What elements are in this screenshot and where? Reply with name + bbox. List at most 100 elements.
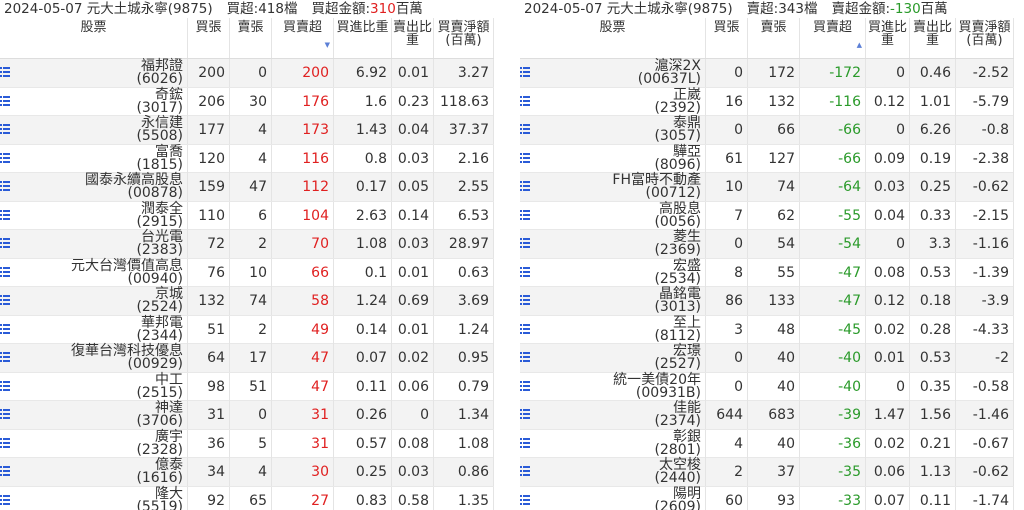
list-icon[interactable] xyxy=(520,380,530,391)
column-title[interactable]: 賣張 xyxy=(230,18,272,58)
list-icon[interactable] xyxy=(520,95,530,106)
stock-name[interactable]: 至上 xyxy=(673,314,701,331)
stock-cell: 滬深2X (00637L) xyxy=(520,59,706,87)
list-icon[interactable] xyxy=(520,67,530,77)
list-icon[interactable] xyxy=(520,238,530,248)
stock-name[interactable]: 驊亞 xyxy=(673,143,701,160)
buy-panel: 2024-05-07 元大土城永寧(9875) 買超:418檔 買超金額:310百萬… xyxy=(0,0,494,510)
stock-name[interactable]: 福邦證 xyxy=(141,58,183,74)
buy-ratio: 0.26 xyxy=(334,401,392,429)
stock-cell: 台光電 (2383) xyxy=(0,230,188,258)
list-icon[interactable] xyxy=(0,67,10,77)
stock-name[interactable]: 奇鋐 xyxy=(155,86,183,103)
sell-lots: 10 xyxy=(230,258,272,287)
sell-ratio: 0.25 xyxy=(910,173,956,201)
stock-name[interactable]: 神達 xyxy=(155,400,183,416)
stock-name[interactable]: 潤泰全 xyxy=(141,200,183,217)
column-title[interactable]: 買張 xyxy=(188,18,230,58)
list-icon[interactable] xyxy=(0,124,10,134)
list-icon[interactable] xyxy=(0,152,10,163)
stock-name[interactable]: 菱生 xyxy=(673,229,701,245)
column-title[interactable]: 買賣淨額(百萬) xyxy=(434,18,494,58)
column-title[interactable]: 股票 xyxy=(520,18,706,58)
net-lots: -47 xyxy=(800,287,866,315)
table-row: 福邦證 (6026) 200 0 200 6.92 0.01 3.27 xyxy=(0,59,494,88)
column-title[interactable]: 買進比重 xyxy=(334,18,392,58)
buy-lots: 177 xyxy=(188,116,230,144)
stock-name[interactable]: 陽明 xyxy=(673,485,701,502)
stock-name[interactable]: 佳能 xyxy=(673,400,701,416)
list-icon[interactable] xyxy=(520,209,530,220)
list-icon[interactable] xyxy=(0,323,10,334)
list-icon[interactable] xyxy=(0,494,10,505)
list-icon[interactable] xyxy=(520,409,530,419)
list-icon[interactable] xyxy=(520,124,530,134)
list-icon[interactable] xyxy=(520,466,530,476)
stock-name[interactable]: FH富時不動產 xyxy=(612,172,701,188)
stock-name[interactable]: 華邦電 xyxy=(141,314,183,331)
list-icon[interactable] xyxy=(520,181,530,191)
column-title[interactable]: 買進比重 xyxy=(866,18,910,58)
list-icon[interactable] xyxy=(0,437,10,448)
list-icon[interactable] xyxy=(0,295,10,305)
stock-name[interactable]: 永信建 xyxy=(141,115,183,131)
stock-code: (2534) xyxy=(654,270,701,287)
stock-name[interactable]: 廣宇 xyxy=(155,428,183,445)
stock-name[interactable]: 彰銀 xyxy=(673,428,701,445)
stock-name[interactable]: 京城 xyxy=(155,286,183,302)
column-title[interactable]: 賣出比重 xyxy=(392,18,434,58)
stock-name[interactable]: 滬深2X xyxy=(654,58,702,74)
list-icon[interactable] xyxy=(0,209,10,220)
stock-name[interactable]: 億泰 xyxy=(155,457,183,473)
list-icon[interactable] xyxy=(520,494,530,505)
list-icon[interactable] xyxy=(0,238,10,248)
column-title[interactable]: 賣張 xyxy=(748,18,800,58)
stock-name[interactable]: 高股息 xyxy=(659,200,701,217)
stock-name[interactable]: 泰鼎 xyxy=(673,115,701,131)
column-title[interactable]: 買張 xyxy=(706,18,748,58)
column-title[interactable]: 股票 xyxy=(0,18,188,58)
stock-name[interactable]: 富喬 xyxy=(155,143,183,160)
stock-name[interactable]: 宏盛 xyxy=(673,257,701,274)
list-icon[interactable] xyxy=(520,295,530,305)
table-row: 至上 (8112) 3 48 -45 0.02 0.28 -4.33 xyxy=(520,314,1014,344)
list-icon[interactable] xyxy=(0,409,10,419)
list-icon[interactable] xyxy=(520,152,530,163)
column-title[interactable]: 買賣超 ▲ xyxy=(800,18,866,58)
column-title[interactable]: 買賣淨額(百萬) xyxy=(956,18,1014,58)
table-row: 潤泰全 (2915) 110 6 104 2.63 0.14 6.53 xyxy=(0,200,494,230)
stock-name[interactable]: 台光電 xyxy=(141,229,183,245)
stock-name[interactable]: 隆大 xyxy=(155,485,183,502)
list-icon[interactable] xyxy=(0,466,10,476)
sell-ratio: 0.03 xyxy=(392,144,434,173)
list-icon[interactable] xyxy=(0,266,10,277)
column-title[interactable]: 買賣超 ▼ xyxy=(272,18,334,58)
stock-name[interactable]: 正崴 xyxy=(673,86,701,103)
list-icon[interactable] xyxy=(0,181,10,191)
column-header: 股票 買張 賣張 買賣超 ▲ 買進比重 賣出比重 買賣淨額(百萬) xyxy=(520,18,1014,59)
buy-lots: 0 xyxy=(706,344,748,372)
stock-cell: 神達 (3706) xyxy=(0,401,188,429)
stock-cell: 華邦電 (2344) xyxy=(0,314,188,344)
stock-code: (2440) xyxy=(654,470,701,486)
list-icon[interactable] xyxy=(0,380,10,391)
list-icon[interactable] xyxy=(0,95,10,106)
list-icon[interactable] xyxy=(520,437,530,448)
stock-name[interactable]: 元大台灣價值高息 xyxy=(71,257,183,274)
stock-name[interactable]: 統一美債20年 xyxy=(613,371,701,388)
stock-name[interactable]: 晶銘電 xyxy=(659,286,701,302)
stock-code: (1815) xyxy=(136,156,183,173)
stock-name[interactable]: 宏璟 xyxy=(673,343,701,359)
list-icon[interactable] xyxy=(0,352,10,362)
list-icon[interactable] xyxy=(520,352,530,362)
net-lots: -55 xyxy=(800,201,866,230)
stock-name[interactable]: 中工 xyxy=(155,371,183,388)
list-icon[interactable] xyxy=(520,266,530,277)
table-row: 國泰永續高股息 (00878) 159 47 112 0.17 0.05 2.55 xyxy=(0,173,494,202)
list-icon[interactable] xyxy=(520,323,530,334)
stock-name[interactable]: 太空梭 xyxy=(659,457,701,473)
stock-name[interactable]: 國泰永續高股息 xyxy=(85,172,183,188)
stock-cell: 元大台灣價值高息 (00940) xyxy=(0,257,188,287)
column-title[interactable]: 賣出比重 xyxy=(910,18,956,58)
stock-name[interactable]: 復華台灣科技優息 xyxy=(71,343,183,359)
